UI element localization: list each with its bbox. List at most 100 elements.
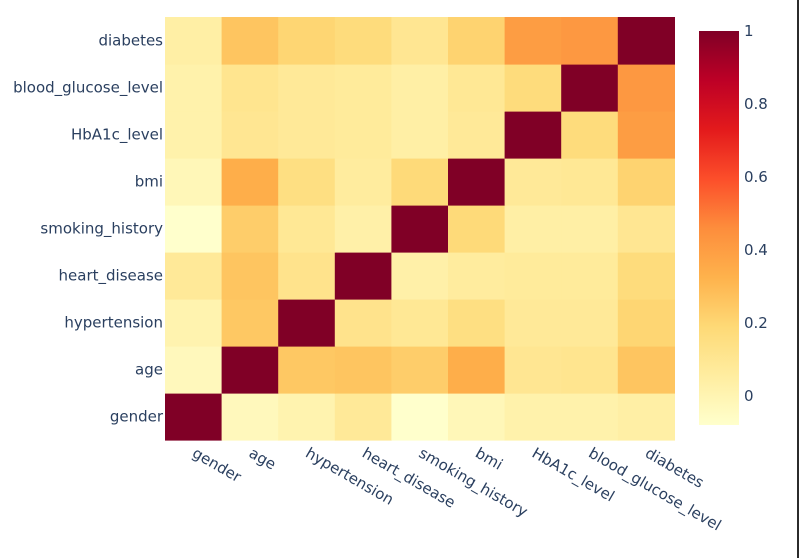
heatmap-cell-heart_disease-smoking_history bbox=[391, 252, 449, 300]
heatmap-cell-bmi-HbA1c_level bbox=[504, 158, 562, 206]
heatmap-cell-age-diabetes bbox=[617, 346, 675, 394]
heatmap-cell-gender-heart_disease bbox=[334, 393, 392, 441]
heatmap-cell-heart_disease-hypertension bbox=[278, 252, 336, 300]
heatmap-cell-blood_glucose_level-bmi bbox=[448, 64, 506, 112]
heatmap-cell-gender-smoking_history bbox=[391, 393, 449, 441]
heatmap-cell-blood_glucose_level-heart_disease bbox=[334, 64, 392, 112]
x-tick-label: age bbox=[246, 444, 279, 474]
heatmap-cell-age-HbA1c_level bbox=[504, 346, 562, 394]
heatmap-cell-diabetes-gender bbox=[165, 17, 223, 65]
colorbar-tick-label: 0.8 bbox=[744, 95, 768, 113]
y-tick-label: hypertension bbox=[64, 314, 163, 332]
heatmap-cell-age-bmi bbox=[448, 346, 506, 394]
heatmap-cell-blood_glucose_level-diabetes bbox=[617, 64, 675, 112]
heatmap-cell-hypertension-gender bbox=[165, 299, 223, 347]
y-tick-label: blood_glucose_level bbox=[13, 79, 163, 98]
x-tick-label: gender bbox=[189, 444, 245, 487]
heatmap-cell-HbA1c_level-gender bbox=[165, 111, 223, 159]
heatmap-cell-gender-HbA1c_level bbox=[504, 393, 562, 441]
heatmap-cell-heart_disease-age bbox=[221, 252, 279, 300]
heatmap-cell-gender-blood_glucose_level bbox=[561, 393, 619, 441]
heatmap-cell-diabetes-hypertension bbox=[278, 17, 336, 65]
window-edge bbox=[797, 0, 799, 558]
heatmap-cell-smoking_history-diabetes bbox=[617, 205, 675, 253]
heatmap-cell-blood_glucose_level-age bbox=[221, 64, 279, 112]
y-tick-label: diabetes bbox=[98, 32, 163, 50]
heatmap-cell-heart_disease-heart_disease bbox=[334, 252, 392, 300]
heatmap-cell-HbA1c_level-HbA1c_level bbox=[504, 111, 562, 159]
heatmap-cell-HbA1c_level-smoking_history bbox=[391, 111, 449, 159]
y-tick-label: bmi bbox=[135, 173, 163, 191]
heatmap-cell-hypertension-HbA1c_level bbox=[504, 299, 562, 347]
heatmap-cell-bmi-bmi bbox=[448, 158, 506, 206]
heatmap-cell-blood_glucose_level-gender bbox=[165, 64, 223, 112]
heatmap-cell-gender-age bbox=[221, 393, 279, 441]
x-tick-label: bmi bbox=[472, 444, 506, 474]
x-axis-tick-labels: gender age hypertensionheart_diseasesmokin… bbox=[189, 444, 724, 535]
heatmap-cell-hypertension-blood_glucose_level bbox=[561, 299, 619, 347]
heatmap-cell-smoking_history-smoking_history bbox=[391, 205, 449, 253]
heatmap-cell-bmi-age bbox=[221, 158, 279, 206]
heatmap-cell-blood_glucose_level-smoking_history bbox=[391, 64, 449, 112]
heatmap-cell-bmi-gender bbox=[165, 158, 223, 206]
heatmap-cell-age-heart_disease bbox=[334, 346, 392, 394]
colorbar-tick-labels: 0 0.2 0.4 0.6 0.8 1 bbox=[744, 22, 768, 405]
heatmap-cell-hypertension-diabetes bbox=[617, 299, 675, 347]
heatmap-cell-smoking_history-gender bbox=[165, 205, 223, 253]
heatmap-cell-heart_disease-gender bbox=[165, 252, 223, 300]
colorbar-tick-label: 1 bbox=[744, 22, 754, 40]
y-tick-label: gender bbox=[110, 408, 164, 426]
y-tick-label: heart_disease bbox=[59, 267, 163, 286]
heatmap-cell-HbA1c_level-hypertension bbox=[278, 111, 336, 159]
y-axis-tick-labels: gender age hypertension heart_disease smokin… bbox=[13, 32, 164, 426]
heatmap-cell-diabetes-diabetes bbox=[617, 17, 675, 65]
heatmap-cell-bmi-blood_glucose_level bbox=[561, 158, 619, 206]
heatmap-cell-diabetes-bmi bbox=[448, 17, 506, 65]
heatmap-cell-blood_glucose_level-hypertension bbox=[278, 64, 336, 112]
heatmap-cell-blood_glucose_level-blood_glucose_level bbox=[561, 64, 619, 112]
heatmap-cell-hypertension-hypertension bbox=[278, 299, 336, 347]
colorbar-gradient bbox=[699, 31, 739, 425]
heatmap-cell-HbA1c_level-heart_disease bbox=[334, 111, 392, 159]
heatmap-cell-gender-hypertension bbox=[278, 393, 336, 441]
heatmap-cell-diabetes-HbA1c_level bbox=[504, 17, 562, 65]
colorbar-tick-label: 0.2 bbox=[744, 314, 768, 332]
colorbar-tick-label: 0 bbox=[744, 387, 754, 405]
heatmap-cell-hypertension-heart_disease bbox=[334, 299, 392, 347]
heatmap-cell-bmi-heart_disease bbox=[334, 158, 392, 206]
colorbar-tick-label: 0.6 bbox=[744, 168, 768, 186]
heatmap-cell-age-age bbox=[221, 346, 279, 394]
y-tick-label: smoking_history bbox=[40, 220, 163, 239]
heatmap-cell-age-gender bbox=[165, 346, 223, 394]
heatmap-cell-bmi-hypertension bbox=[278, 158, 336, 206]
heatmap-cell-diabetes-age bbox=[221, 17, 279, 65]
colorbar-tick-label: 0.4 bbox=[744, 241, 768, 259]
heatmap-cell-smoking_history-bmi bbox=[448, 205, 506, 253]
heatmap-cell-hypertension-age bbox=[221, 299, 279, 347]
heatmap-cell-HbA1c_level-age bbox=[221, 111, 279, 159]
heatmap-cell-diabetes-blood_glucose_level bbox=[561, 17, 619, 65]
heatmap-cell-HbA1c_level-bmi bbox=[448, 111, 506, 159]
heatmap-cell-HbA1c_level-diabetes bbox=[617, 111, 675, 159]
heatmap-cell-smoking_history-heart_disease bbox=[334, 205, 392, 253]
heatmap-cell-blood_glucose_level-HbA1c_level bbox=[504, 64, 562, 112]
heatmap-cell-smoking_history-hypertension bbox=[278, 205, 336, 253]
heatmap-cell-gender-diabetes bbox=[617, 393, 675, 441]
heatmap-cell-smoking_history-HbA1c_level bbox=[504, 205, 562, 253]
heatmap-cell-bmi-smoking_history bbox=[391, 158, 449, 206]
heatmap-cell-hypertension-smoking_history bbox=[391, 299, 449, 347]
heatmap-cell-heart_disease-HbA1c_level bbox=[504, 252, 562, 300]
y-tick-label: HbA1c_level bbox=[71, 126, 163, 145]
heatmap-cell-diabetes-heart_disease bbox=[334, 17, 392, 65]
heatmap-cell-gender-gender bbox=[165, 393, 223, 441]
y-tick-label: age bbox=[135, 361, 163, 379]
heatmap-cell-bmi-diabetes bbox=[617, 158, 675, 206]
heatmap-cell-age-smoking_history bbox=[391, 346, 449, 394]
colorbar: 0 0.2 0.4 0.6 0.8 1 bbox=[699, 22, 768, 425]
heatmap-cell-heart_disease-diabetes bbox=[617, 252, 675, 300]
heatmap-cell-HbA1c_level-blood_glucose_level bbox=[561, 111, 619, 159]
heatmap-cell-smoking_history-blood_glucose_level bbox=[561, 205, 619, 253]
heatmap-cell-age-blood_glucose_level bbox=[561, 346, 619, 394]
heatmap-cell-hypertension-bmi bbox=[448, 299, 506, 347]
